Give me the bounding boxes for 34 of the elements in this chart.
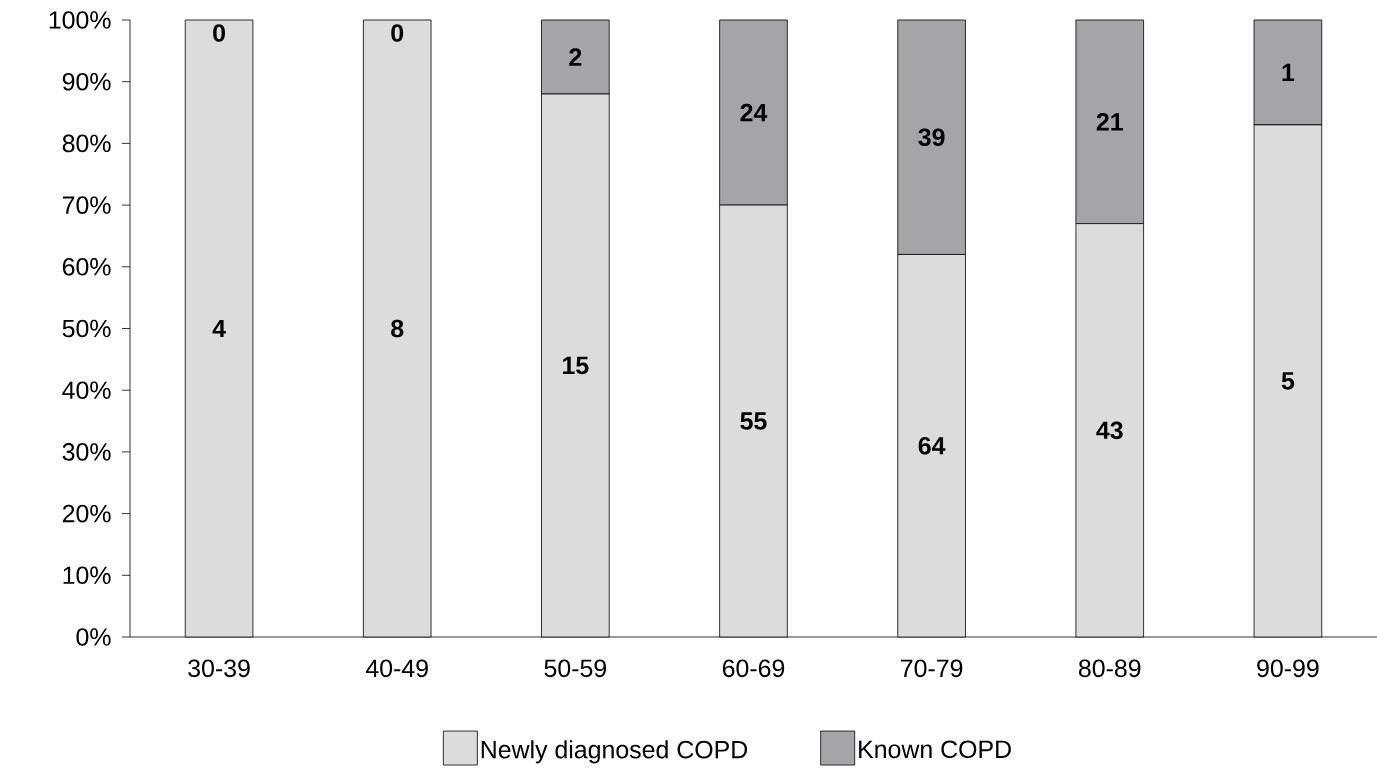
x-tick-label: 40-49 xyxy=(365,659,428,678)
x-tick-label: 80-89 xyxy=(1078,659,1141,678)
y-tick-label: 20% xyxy=(62,504,111,523)
y-tick-label: 10% xyxy=(63,566,111,585)
annotation: 24 xyxy=(740,103,768,122)
y-tick-label: 50% xyxy=(62,319,111,338)
y-tick-label: 70% xyxy=(62,196,111,214)
x-tick-label: 30-39 xyxy=(188,659,250,678)
legend-label: Known COPD xyxy=(859,740,1011,759)
y-tick-label: 80% xyxy=(62,134,111,153)
x-tick-label: 90-99 xyxy=(1257,659,1319,678)
annotation: 5 xyxy=(1281,372,1295,390)
annotation: 39 xyxy=(918,128,945,147)
y-tick-label: 30% xyxy=(62,443,111,461)
annotation: 0 xyxy=(213,24,225,42)
annotation: 43 xyxy=(1096,421,1123,440)
y-tick-label: 100% xyxy=(49,11,111,29)
annotation: 2 xyxy=(569,48,582,66)
annotation: 0 xyxy=(391,24,404,42)
x-tick-label: 60-69 xyxy=(722,659,785,678)
legend-label: Newly diagnosed COPD xyxy=(481,740,748,764)
x-tick-label: 50-59 xyxy=(544,659,606,678)
y-tick-label: 0% xyxy=(76,628,111,646)
annotation: 4 xyxy=(212,319,226,338)
annotation: 64 xyxy=(918,436,946,455)
annotation: 1 xyxy=(1282,63,1295,81)
annotation: 8 xyxy=(391,319,404,338)
y-tick-label: 60% xyxy=(62,257,111,276)
y-tick-label: 40% xyxy=(62,381,111,400)
annotation: 15 xyxy=(563,356,589,375)
annotation: 21 xyxy=(1096,113,1123,131)
y-tick-label: 90% xyxy=(62,72,111,91)
annotation: 55 xyxy=(740,412,767,430)
x-tick-label: 70-79 xyxy=(901,659,963,678)
